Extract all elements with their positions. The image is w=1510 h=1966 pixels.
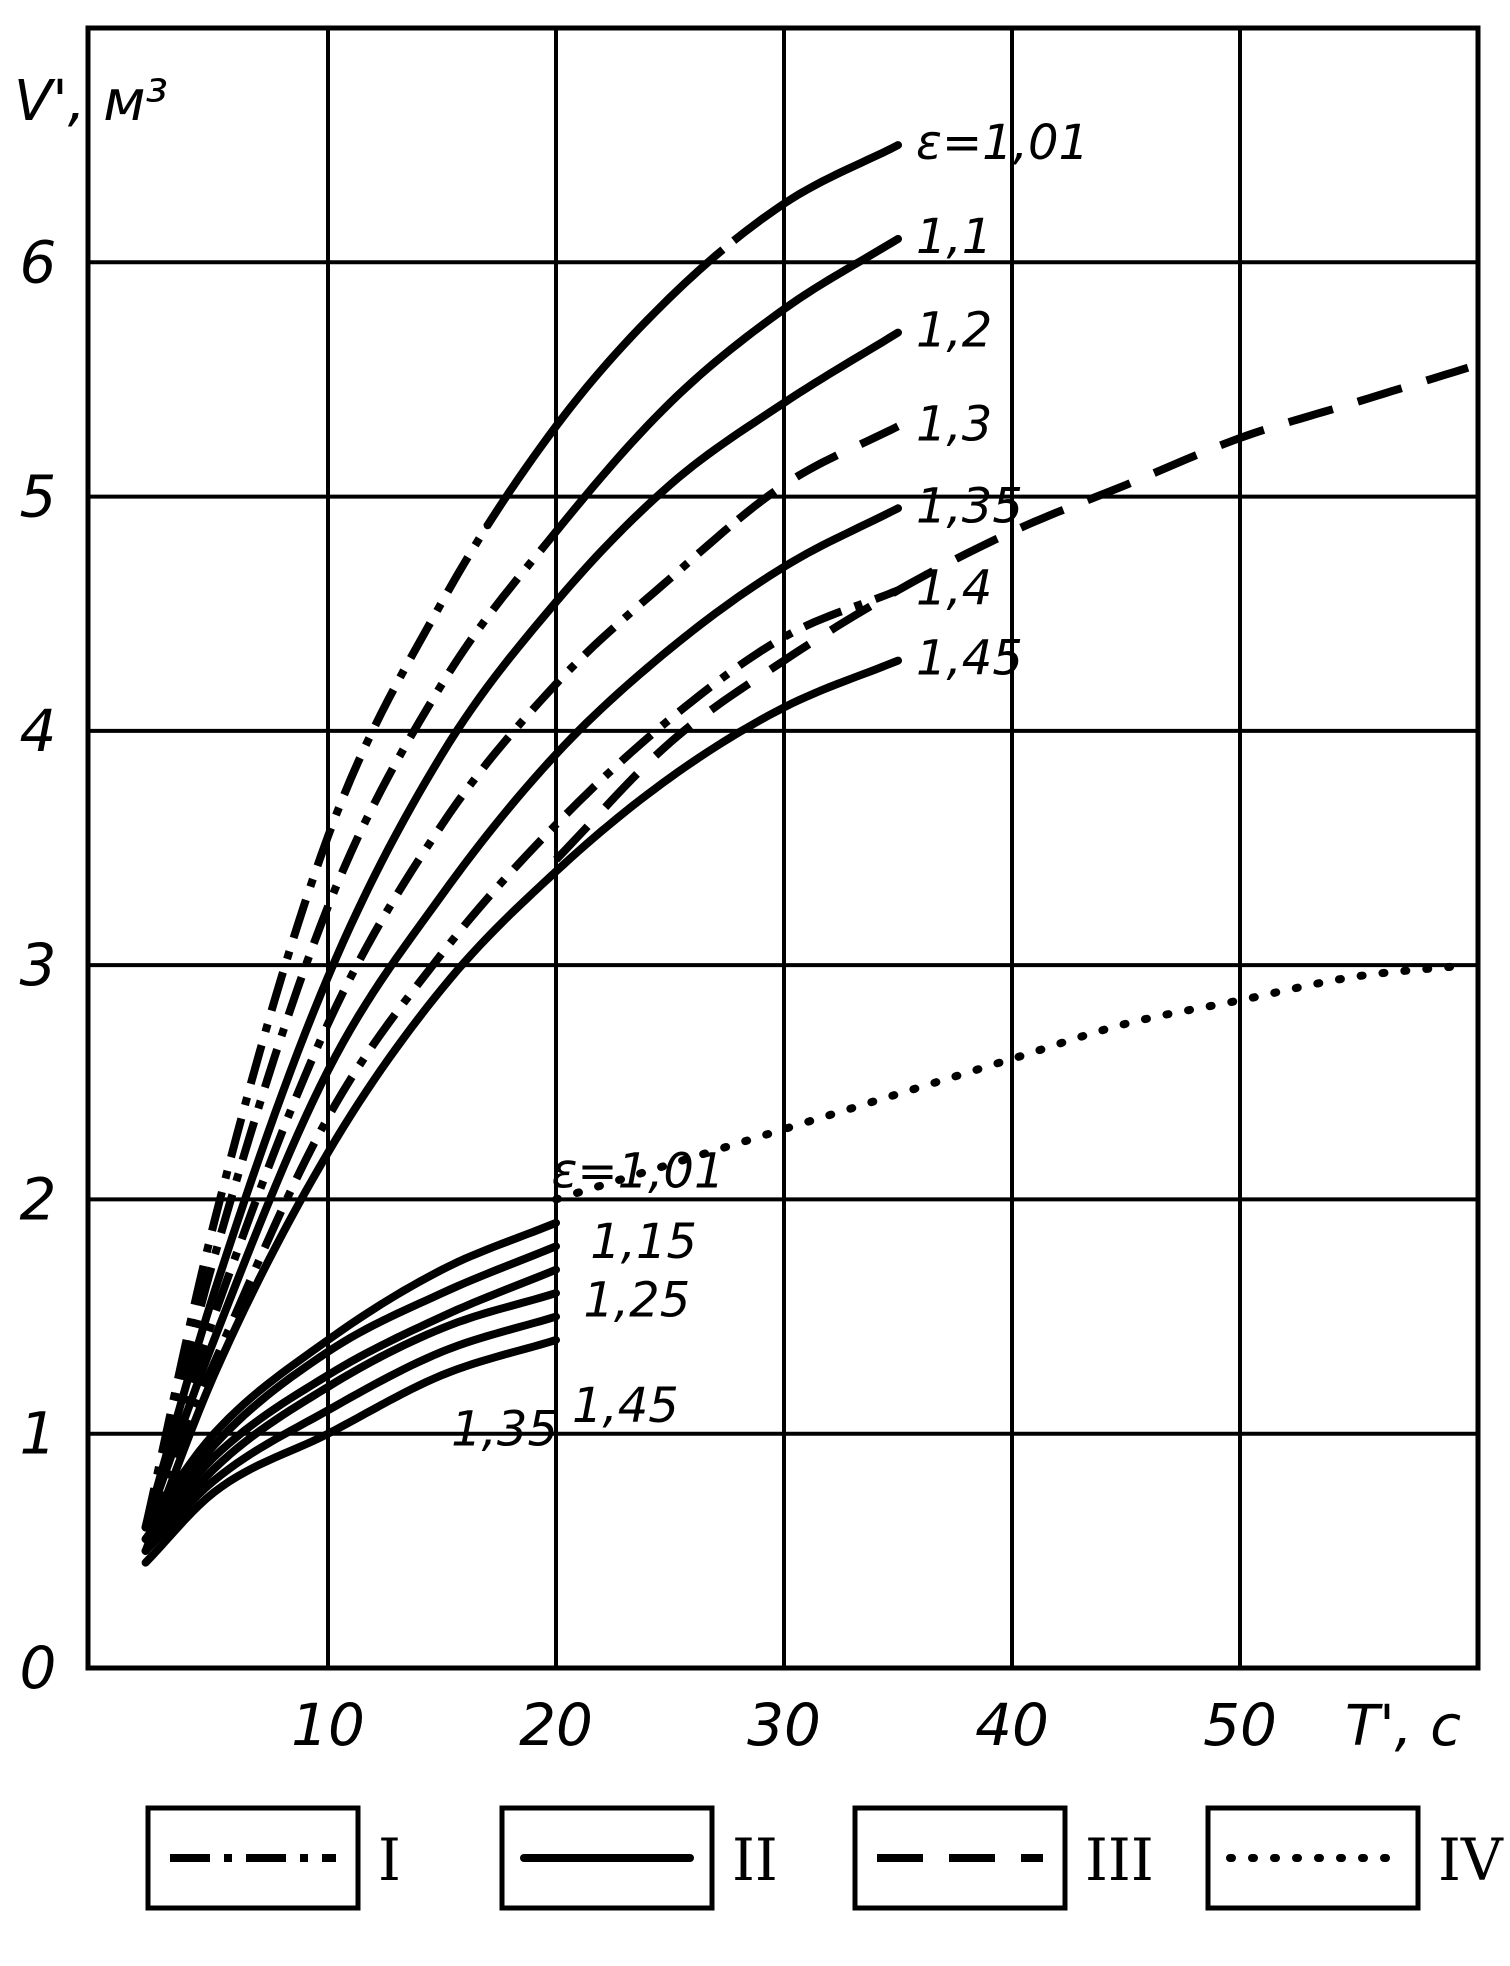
series-line [141, 1336, 560, 1567]
curve-label: 1,15 [590, 1214, 697, 1270]
series-line [690, 233, 741, 279]
curve-label: 1,45 [572, 1378, 679, 1434]
curves [141, 141, 1472, 1567]
legend-item-IV: IV [1205, 1805, 1504, 1911]
y-axis-label: V', м³ [14, 69, 168, 134]
y-tick-label: 1 [20, 1400, 57, 1468]
curve-labels: ε=1,01 1,1 1,2 1,3 1,35 1,4 1,45 ε=1,01 1,151,25… [451, 115, 1089, 1457]
y-tick-label: 4 [20, 697, 57, 765]
series-lower-14 [141, 1336, 560, 1567]
series-line [141, 1289, 560, 1555]
series-lower-10 [141, 1242, 560, 1544]
legend-label: IV [1438, 1826, 1504, 1894]
legend-label: I [378, 1826, 401, 1894]
curve-label: 1,25 [583, 1273, 690, 1329]
series-line [141, 523, 491, 1529]
series-upper-2 [141, 328, 902, 1532]
series-line [141, 656, 902, 1555]
y-tick-label: 5 [20, 463, 57, 531]
legend-box [852, 1805, 1068, 1911]
series-line [141, 1242, 560, 1544]
series-upper-0 [141, 141, 902, 1529]
legend-label: II [732, 1826, 778, 1894]
series-IV-8 [552, 961, 1472, 1204]
legend-box [145, 1805, 361, 1911]
series-upper-6 [141, 656, 902, 1555]
curve-label: 1,2 [916, 303, 992, 359]
series-upper-4 [141, 504, 902, 1532]
series-III-7 [553, 363, 1470, 863]
x-tick-label: 20 [519, 1691, 593, 1759]
series-line [141, 1265, 560, 1544]
series-line [734, 141, 902, 241]
series-line [483, 271, 697, 530]
series-line [141, 586, 900, 1529]
curve-label: 1,35 [451, 1401, 558, 1457]
curve-label: 1,35 [916, 478, 1023, 534]
y-tick-label: 2 [20, 1165, 57, 1233]
y-tick-label: 0 [20, 1634, 57, 1702]
series-lower-12 [141, 1289, 560, 1555]
x-tick-label: 40 [975, 1691, 1049, 1759]
series-line [141, 504, 902, 1532]
curve-label: ε=1,01 [551, 1144, 724, 1200]
curve-label: 1,1 [916, 209, 992, 265]
series-upper-3 [141, 422, 900, 1529]
series-line [141, 529, 560, 1529]
x-axis-label: T', с [1345, 1694, 1461, 1759]
series-lower-9 [141, 1218, 560, 1532]
legend-box [499, 1805, 715, 1911]
series-line [141, 1312, 560, 1555]
series-lower-13 [141, 1312, 560, 1555]
legend-label: III [1085, 1826, 1154, 1894]
series-upper-1 [141, 234, 902, 1529]
legend-box [1205, 1805, 1421, 1911]
series-upper-5 [141, 586, 900, 1529]
axes: 0 1 2 3 4 5 6 10 20 30 40 50 V', м³ T', с [14, 69, 1461, 1759]
series-line [141, 516, 741, 1529]
x-tick-label: 50 [1203, 1691, 1277, 1759]
series-line [141, 1218, 560, 1532]
series-line [735, 422, 900, 523]
legend: I II III IV [145, 1805, 1504, 1911]
legend-item-I: I [145, 1805, 401, 1911]
x-tick-label: 10 [291, 1691, 365, 1759]
series-line [552, 961, 1472, 1204]
curve-label: 1,3 [916, 396, 992, 452]
curve-label: ε=1,01 [916, 115, 1089, 171]
y-tick-label: 3 [20, 931, 57, 999]
series-line [552, 234, 902, 536]
x-tick-label: 30 [747, 1691, 821, 1759]
series-line [553, 363, 1470, 863]
legend-item-II: II [499, 1805, 778, 1911]
grid [85, 25, 1481, 1671]
series-line [141, 328, 902, 1532]
series-lower-11 [141, 1265, 560, 1544]
curve-label: 1,45 [916, 631, 1023, 687]
legend-item-III: III [852, 1805, 1154, 1911]
y-tick-label: 6 [20, 228, 57, 296]
curve-label: 1,4 [916, 560, 992, 616]
